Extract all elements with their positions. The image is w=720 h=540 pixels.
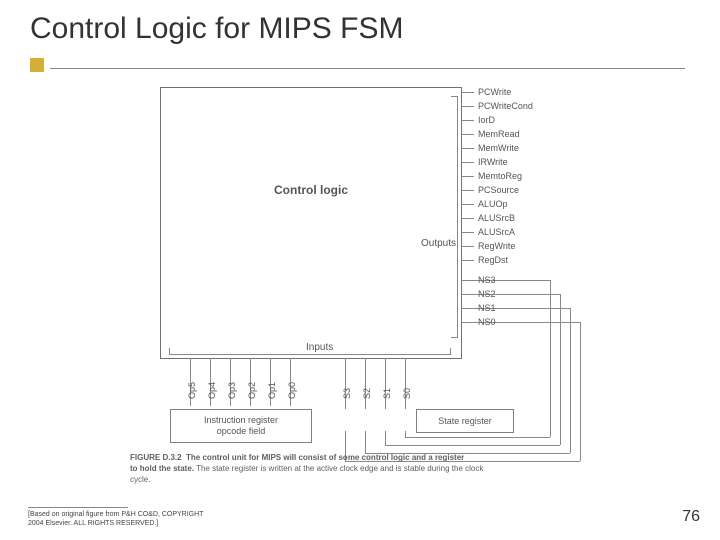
control-logic-label: Control logic [274, 183, 348, 197]
output-label: MemWrite [478, 143, 519, 153]
figure-caption-1: FIGURE D.3.2 The control unit for MIPS w… [130, 453, 464, 462]
figure-caption-2: to hold the state. The state register is… [130, 464, 483, 473]
figure-caption-bold2: to hold the state. [130, 464, 194, 473]
output-line [461, 134, 474, 135]
figure-number: FIGURE D.3.2 [130, 453, 182, 462]
output-label: ALUOp [478, 199, 508, 209]
state-to-input [385, 405, 386, 409]
output-line [461, 148, 474, 149]
output-line [461, 294, 560, 295]
output-label: NS2 [478, 289, 496, 299]
slide-title: Control Logic for MIPS FSM [30, 12, 403, 46]
title-bullet [30, 58, 44, 72]
feedback-vline [560, 294, 561, 445]
output-label: MemRead [478, 129, 520, 139]
feedback-up [405, 431, 406, 437]
figure-caption-text: The state register is written at the act… [196, 464, 483, 473]
footer-credit-line2: 2004 Elsevier. ALL RIGHTS RESERVED.] [28, 520, 158, 527]
output-label: RegWrite [478, 241, 515, 251]
input-label: S2 [362, 388, 372, 399]
output-label: PCWriteCond [478, 101, 533, 111]
input-label: S0 [402, 388, 412, 399]
output-label: ALUSrcA [478, 227, 515, 237]
output-label: PCWrite [478, 87, 511, 97]
inputs-bracket [169, 348, 451, 355]
footer-rule [28, 507, 128, 508]
state-to-input [365, 405, 366, 409]
feedback-hline [385, 445, 560, 446]
state-register-label: State register [438, 416, 492, 427]
output-line [461, 120, 474, 121]
output-label: RegDst [478, 255, 508, 265]
input-label: Op1 [267, 382, 277, 399]
page-number: 76 [682, 508, 700, 526]
footer-credit-line1: [Based on original figure from P&H CO&D,… [28, 511, 203, 518]
instruction-register-label: Instruction register opcode field [204, 415, 278, 437]
output-line [461, 162, 474, 163]
figure-caption-3: cycle. [130, 475, 150, 484]
input-label: Op3 [227, 382, 237, 399]
output-line [461, 176, 474, 177]
title-rule [50, 68, 685, 69]
input-label: S1 [382, 388, 392, 399]
feedback-vline [580, 322, 581, 461]
output-line [461, 218, 474, 219]
footer-credit: [Based on original figure from P&H CO&D,… [28, 511, 203, 528]
figure-caption-text2: cycle. [130, 475, 150, 484]
output-label: NS0 [478, 317, 496, 327]
output-label: NS1 [478, 303, 496, 313]
output-line [461, 280, 550, 281]
output-line [461, 232, 474, 233]
control-logic-box: Control logic Outputs Inputs [160, 87, 462, 359]
output-label: MemtoReg [478, 171, 522, 181]
output-label: PCSource [478, 185, 519, 195]
feedback-vline [570, 308, 571, 453]
state-to-input [405, 405, 406, 409]
output-label: NS3 [478, 275, 496, 285]
feedback-vline [550, 280, 551, 437]
input-label: S3 [342, 388, 352, 399]
input-label: Op2 [247, 382, 257, 399]
input-label: Op0 [287, 382, 297, 399]
output-line [461, 246, 474, 247]
input-label: Op5 [187, 382, 197, 399]
feedback-hline [405, 437, 550, 438]
feedback-up [385, 431, 386, 445]
outputs-bracket [451, 96, 458, 338]
instruction-register-box: Instruction register opcode field [170, 409, 312, 443]
input-label: Op4 [207, 382, 217, 399]
output-label: IRWrite [478, 157, 508, 167]
output-line [461, 260, 474, 261]
feedback-up [365, 431, 366, 453]
state-register-box: State register [416, 409, 514, 433]
output-line [461, 92, 474, 93]
state-to-input [345, 405, 346, 409]
output-line [461, 190, 474, 191]
figure-caption-bold: The control unit for MIPS will consist o… [186, 453, 464, 462]
fsm-diagram: Control logic Outputs Inputs PCWrite PCWr… [120, 75, 590, 475]
output-line [461, 204, 474, 205]
output-label: ALUSrcB [478, 213, 515, 223]
output-line [461, 106, 474, 107]
output-label: IorD [478, 115, 495, 125]
